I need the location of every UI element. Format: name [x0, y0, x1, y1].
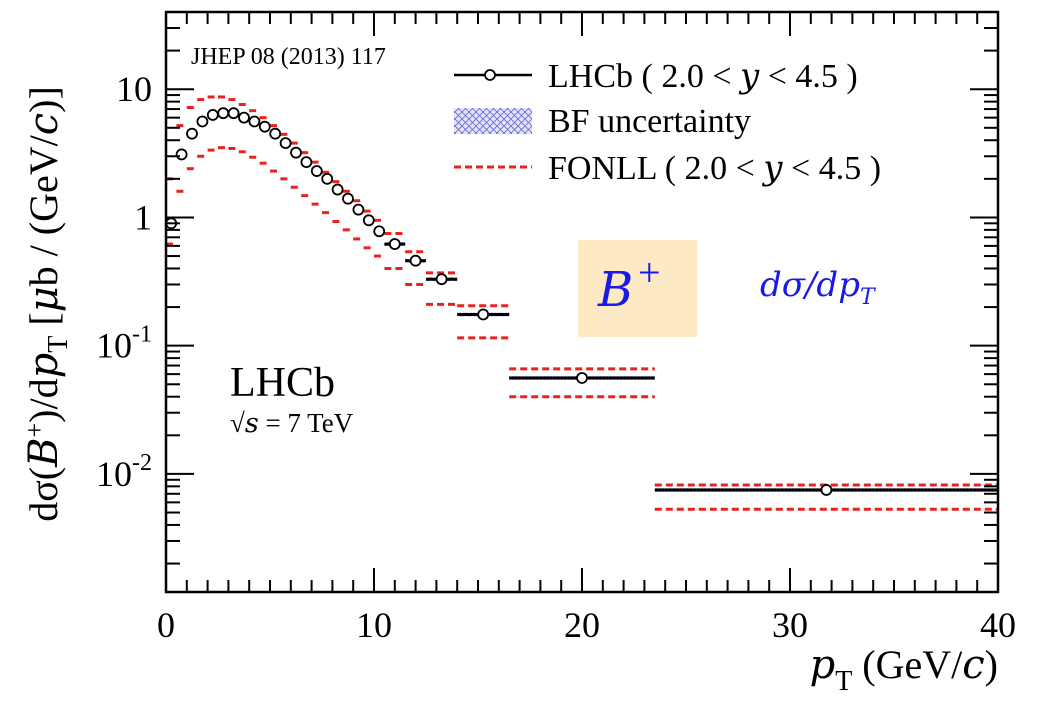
data-marker: [342, 192, 354, 205]
svg-text:B: B: [597, 262, 633, 318]
data-point: [321, 172, 334, 185]
data-point: [362, 214, 375, 227]
svg-text:BF uncertainty: BF uncertainty: [548, 103, 751, 140]
data-marker: [290, 146, 302, 159]
data-point: [426, 273, 458, 286]
legend-entry-bf-uncertainty: BF uncertainty: [454, 103, 751, 140]
svg-text:+: +: [638, 250, 661, 295]
legend-entry-fonll: FONLL ( 2.0 < y < 4.5 ): [454, 148, 881, 188]
x-tick-label: 40: [980, 605, 1016, 645]
data-point: [654, 484, 997, 496]
tick-labels: 0 10 20 30 40 10 1 10-1 10-2: [96, 69, 1016, 645]
data-point: [217, 107, 230, 120]
data-marker: [175, 148, 188, 161]
fonll-series: [166, 95, 997, 511]
data-point: [373, 225, 386, 238]
x-tick-label: 20: [564, 605, 600, 645]
data-marker: [269, 127, 282, 140]
legend: LHCb ( 2.0 < y < 4.5 ) BF uncertainty FO…: [454, 56, 881, 188]
axes: [164, 10, 1000, 594]
data-point: [384, 238, 406, 250]
x-tick-label: 30: [772, 605, 808, 645]
data-point: [206, 109, 219, 121]
data-point: [186, 127, 198, 140]
data-point: [342, 192, 354, 205]
data-marker: [248, 115, 261, 128]
y-tick-label: 1: [134, 197, 152, 237]
x-tick-label: 10: [356, 605, 392, 645]
x-tick-label: 0: [157, 605, 175, 645]
data-marker: [206, 109, 219, 121]
data-marker: [258, 120, 271, 133]
data-point: [300, 156, 313, 169]
data-marker: [321, 172, 334, 185]
data-marker: [576, 372, 588, 384]
data-point: [238, 111, 250, 124]
data-point: [175, 148, 188, 161]
data-marker: [310, 165, 323, 177]
y-tick-label: 10: [116, 69, 152, 109]
data-point: [258, 120, 271, 133]
data-marker: [352, 203, 365, 216]
y-tick-label: 10-1: [96, 322, 152, 366]
data-marker: [186, 127, 198, 140]
x-axis-title: pT (GeV/c): [810, 642, 998, 697]
data-marker: [820, 484, 833, 496]
data-marker: [279, 137, 292, 149]
data-marker: [362, 214, 375, 227]
data-point: [196, 115, 209, 128]
data-marker: [373, 225, 386, 238]
data-marker: [227, 107, 240, 120]
data-marker: [300, 156, 313, 169]
data-marker: [331, 183, 344, 196]
data-marker: [477, 308, 490, 321]
y-tick-label: 10-2: [96, 450, 152, 494]
data-marker: [409, 254, 422, 267]
data-point: [227, 107, 240, 120]
data-point: [331, 183, 344, 196]
y-axis-title: dσ(B+)/dpT [μb / (GeV/c)]: [20, 86, 74, 522]
journal-reference: JHEP 08 (2013) 117: [191, 44, 386, 70]
data-marker: [238, 111, 250, 124]
svg-text:LHCb ( 2.0 < y < 4.5 ): LHCb ( 2.0 < y < 4.5 ): [548, 56, 858, 96]
data-point: [290, 146, 302, 159]
experiment-label: LHCb: [230, 360, 335, 406]
data-marker: [217, 107, 230, 120]
quantity-label: dσ/dpT: [760, 265, 877, 310]
data-point: [279, 137, 292, 149]
data-marker: [435, 273, 448, 286]
particle-label-box: B +: [578, 240, 697, 337]
data-point: [457, 308, 510, 321]
data-marker: [388, 238, 401, 250]
energy-label: √s = 7 TeV: [230, 408, 354, 439]
data-point: [405, 254, 426, 267]
data-point: [248, 115, 261, 128]
data-point: [310, 165, 323, 177]
svg-text:FONLL ( 2.0 < y < 4.5 ): FONLL ( 2.0 < y < 4.5 ): [548, 148, 881, 188]
legend-entry-lhcb: LHCb ( 2.0 < y < 4.5 ): [454, 56, 858, 96]
data-point: [509, 372, 655, 384]
data-point: [352, 203, 365, 216]
lhcb-data-series: [165, 107, 997, 496]
data-marker: [196, 115, 209, 128]
data-point: [269, 127, 282, 140]
